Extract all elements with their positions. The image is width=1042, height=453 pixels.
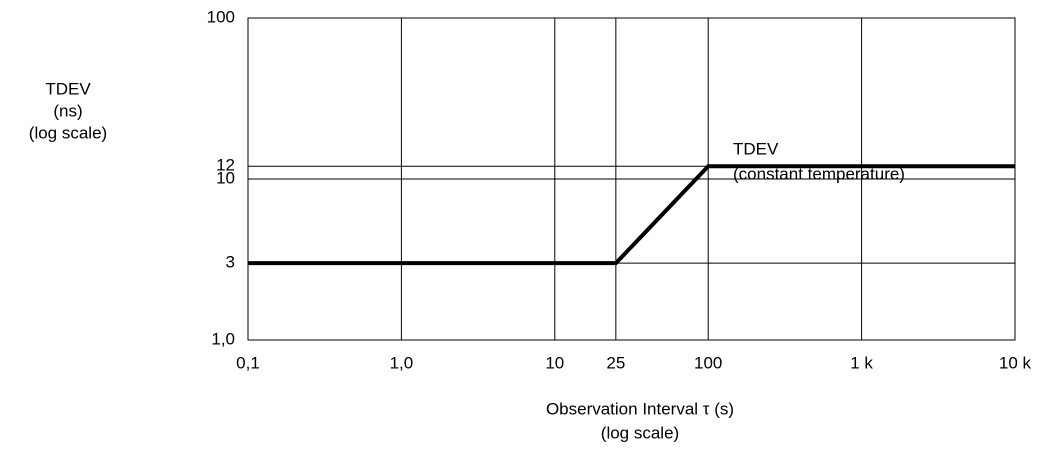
data-line — [248, 164, 1015, 266]
x-axis-label: Observation Interval τ (s) — [546, 399, 734, 418]
x-tick-label: 10 — [545, 353, 564, 372]
x-tick-label: 10 k — [999, 353, 1032, 372]
annotation: TDEV — [733, 139, 779, 158]
x-tick-label: 25 — [606, 353, 625, 372]
x-axis-label: (log scale) — [601, 423, 679, 442]
y-tick-label: 10 — [216, 168, 235, 187]
x-tick-label: 1,0 — [390, 353, 414, 372]
y-axis-label: (ns) — [53, 101, 82, 120]
y-tick-label: 12 — [216, 156, 235, 175]
x-tick-label: 100 — [694, 353, 722, 372]
y-axis-label: (log scale) — [29, 123, 107, 142]
y-axis-label: TDEV — [45, 79, 91, 98]
annotation: (constant temperature) — [733, 164, 905, 183]
x-tick-label: 0,1 — [236, 353, 260, 372]
y-tick-label: 100 — [207, 7, 235, 26]
y-tick-label: 1,0 — [211, 329, 235, 348]
x-tick-label: 1 k — [850, 353, 873, 372]
y-tick-label: 3 — [226, 253, 235, 272]
